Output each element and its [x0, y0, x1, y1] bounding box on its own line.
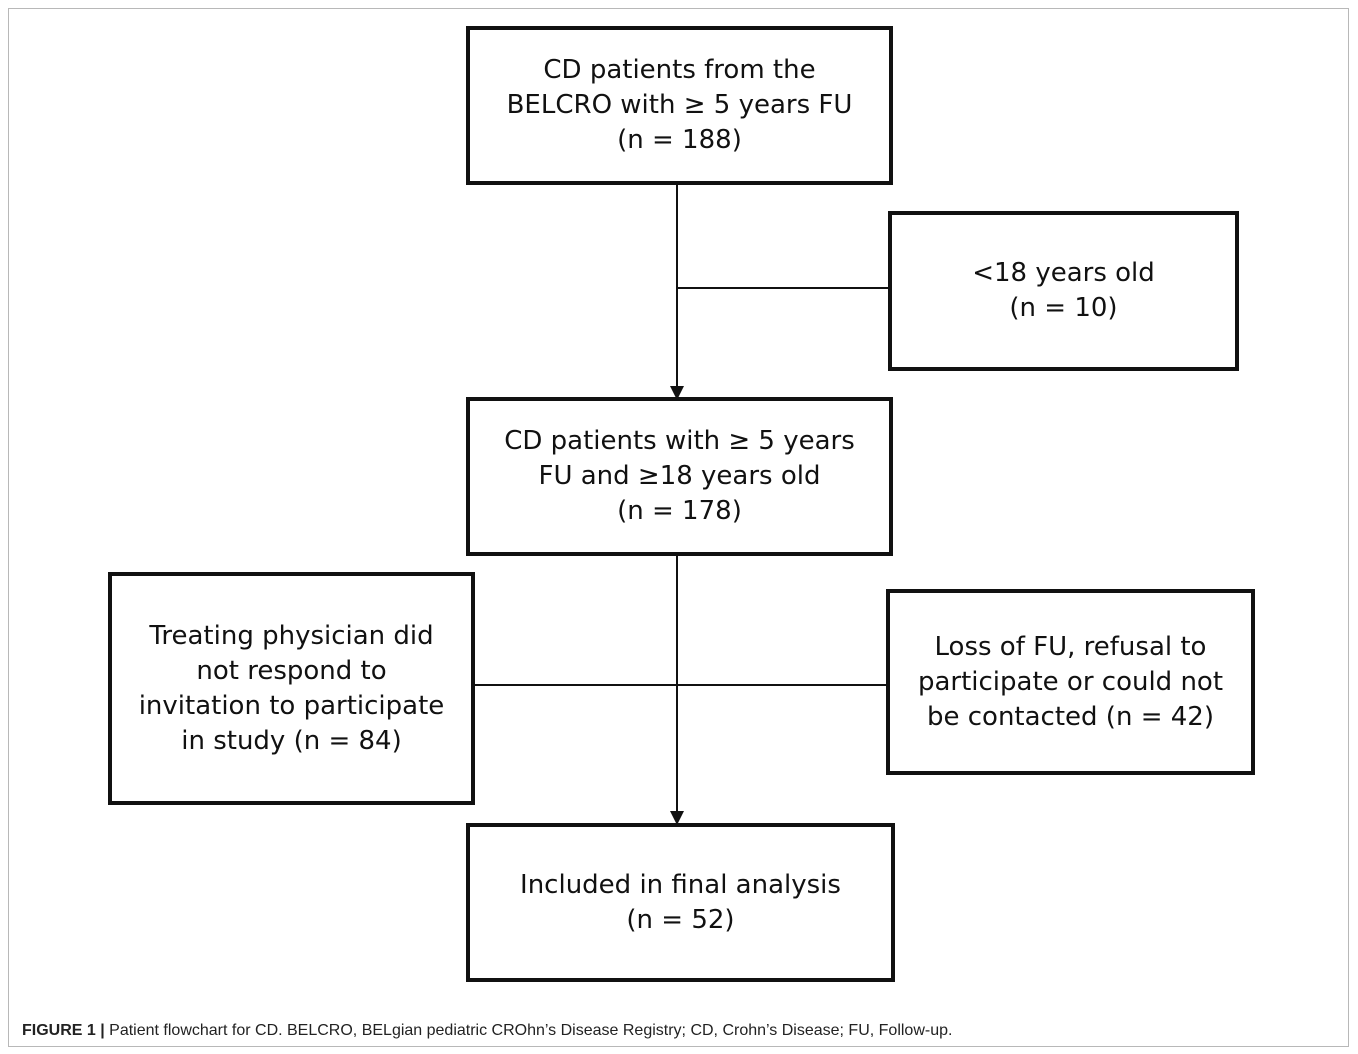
- box-no-response: Treating physician did not respond to in…: [108, 572, 475, 805]
- box-line: (n = 52): [626, 904, 735, 935]
- box-line: not respond to: [196, 655, 387, 686]
- connector-source-to-eligible: [676, 184, 678, 389]
- caption-label: FIGURE 1 |: [22, 1022, 105, 1039]
- box-line: FU and ≥18 years old: [538, 461, 821, 491]
- box-line: (n = 178): [617, 496, 742, 526]
- box-line: be contacted (n = 42): [926, 701, 1214, 732]
- box-line: Treating physician did: [149, 620, 434, 651]
- box-line: BELCRO with ≥ 5 years FU: [506, 90, 853, 120]
- box-line: CD patients from the: [543, 55, 816, 85]
- box-line: (n = 188): [617, 125, 742, 155]
- box-source-patients: CD patients from the BELCRO with ≥ 5 yea…: [466, 26, 893, 185]
- box-eligible-patients: CD patients with ≥ 5 years FU and ≥18 ye…: [466, 397, 893, 556]
- connector-side-exclusions: [474, 684, 888, 686]
- caption-text: Patient flowchart for CD. BELCRO, BELgia…: [104, 1022, 953, 1039]
- connector-excluded-age: [677, 287, 890, 289]
- box-final-analysis: Included in final analysis (n = 52): [466, 823, 895, 982]
- arrowhead-final: [670, 811, 684, 825]
- box-line: Loss of FU, refusal to: [934, 631, 1207, 662]
- box-excluded-age: <18 years old (n = 10): [888, 211, 1239, 371]
- box-line: in study (n = 84): [181, 725, 402, 756]
- box-line: invitation to participate: [138, 690, 445, 721]
- box-lost-fu: Loss of FU, refusal to participate or co…: [886, 589, 1255, 775]
- box-line: participate or could not: [917, 666, 1224, 697]
- box-line: <18 years old: [972, 258, 1155, 288]
- box-line: Included in final analysis: [520, 869, 841, 900]
- box-line: (n = 10): [1009, 293, 1118, 323]
- figure-frame: [8, 8, 1349, 1047]
- figure-caption: FIGURE 1 | Patient flowchart for CD. BEL…: [22, 1022, 952, 1040]
- arrowhead-eligible: [670, 386, 684, 400]
- box-line: CD patients with ≥ 5 years: [504, 426, 855, 456]
